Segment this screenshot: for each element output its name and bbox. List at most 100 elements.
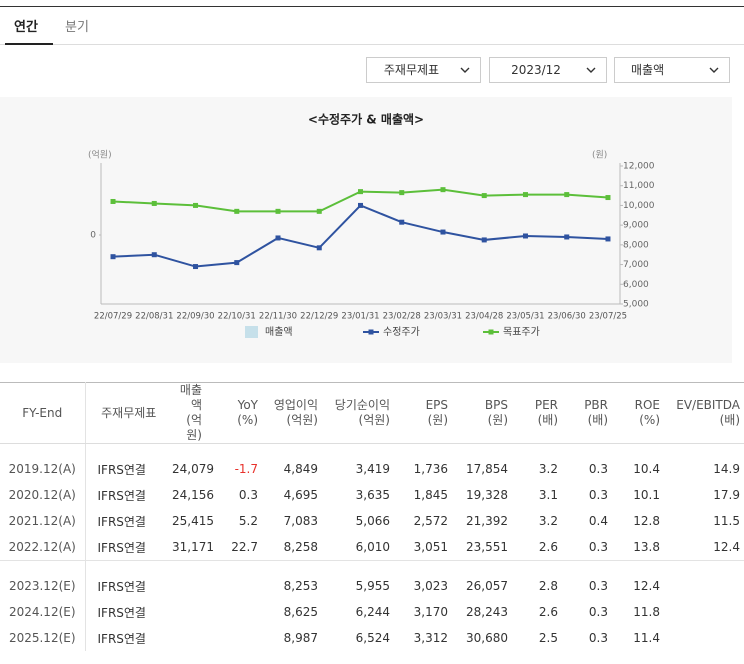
header-row: FY-End 주재무제표 매출액 (억원) YoY (%) 영업이익 (억원) 당기순이익 (억원… [0,382,744,444]
table-cell: 3,023 [394,560,452,599]
cell-text: 8,625 [283,605,318,619]
table-cell: 3.1 [512,482,562,508]
tab[interactable]: 연간 [14,20,38,35]
cell-text: 17,854 [466,462,508,476]
cell-text: 2019.12(A) [8,462,76,476]
table-row: 2021.12(A) IFRS연결 25,415 5.2 7,083 5,066 2,572… [0,508,744,534]
dropdown[interactable]: 매출액 [614,57,730,83]
cell-text: 6,524 [355,631,390,645]
table-cell [664,560,744,599]
table-row: 2024.12(E) IFRS연결 8,625 6,244 3,170 28,243 2.6… [0,599,744,625]
table-cell: 3,419 [322,444,394,483]
x-tick-label: 22/09/30 [176,312,214,322]
header-cell: PER (배) [512,382,562,444]
chart-panel: <수정주가 & 매출액> (억원) (원) 0 12,000 11,000 10,00… [0,97,732,363]
cell-text: 13.8 [633,540,660,554]
header-cell: 당기순이익 (억원) [322,382,394,444]
series-point [440,229,446,235]
table-cell: 2.8 [512,560,562,599]
tab[interactable]: 분기 [65,20,89,35]
x-tick-label: 22/07/29 [94,312,132,322]
dropdown[interactable]: 2023/12 [489,57,607,83]
series-line [112,204,609,268]
legend-label: 목표주가 [503,326,540,338]
table-cell: 0.3 [562,625,612,651]
cell-text: 5.2 [238,514,258,528]
table-cell: 2.6 [512,534,562,561]
cell-text: 3,170 [413,605,448,619]
tab-underline [5,43,53,45]
cell-text: 22.7 [231,540,258,554]
cell-text: 31,171 [172,540,214,554]
cell-text: 30,680 [466,631,508,645]
series-point [481,237,487,243]
table-cell: 19,328 [452,482,512,508]
table-cell [206,560,262,599]
y2-tick-label: 5,000 [623,300,649,310]
cell-text: 0.4 [588,514,608,528]
y2-tick-label: 8,000 [623,240,649,250]
cell-text: 12.4 [713,540,740,554]
top-border [0,6,744,7]
table-cell: IFRS연결 [85,599,172,625]
table-cell: 4,695 [262,482,322,508]
legend-marker [488,329,494,335]
table-cell: 5.2 [206,508,262,534]
table-row: 2022.12(A) IFRS연결 31,171 22.7 8,258 6,010 3,05… [0,534,744,561]
x-tick-label: 23/02/28 [383,312,421,322]
table-cell: 12.4 [664,534,744,561]
y-tick-label: 0 [90,231,96,241]
header-name: ROE [634,398,660,412]
header-cell: 주재무제표 [85,382,172,444]
caret [709,67,719,73]
table-cell: IFRS연결 [85,534,172,561]
table-cell: 2.6 [512,599,562,625]
table-cell: 0.3 [562,482,612,508]
cell-text: 26,057 [466,579,508,593]
table-cell: 3.2 [512,508,562,534]
table-cell: 0.3 [206,482,262,508]
cell-text: IFRS연결 [97,579,146,594]
table-cell: IFRS연결 [85,625,172,651]
cell-text: 4,695 [283,488,318,502]
header-unit: (%) [639,413,660,427]
cell-text: 0.3 [588,488,608,502]
table-cell: 30,680 [452,625,512,651]
cell-text: IFRS연결 [97,488,146,503]
cell-text: 0.3 [588,540,608,554]
tab-divider [0,44,744,45]
table-cell: 1,845 [394,482,452,508]
table-cell: IFRS연결 [85,508,172,534]
header-name: PBR [584,398,608,412]
header-cell: FY-End [0,382,86,444]
y2-tick-label: 11,000 [623,181,655,191]
y2-tick-label: 6,000 [623,280,649,290]
series-point [564,192,570,198]
cell-text: 2.6 [538,605,558,619]
cell-text: IFRS연결 [97,631,146,646]
header-cell: 영업이익 (억원) [262,382,322,444]
table-cell [206,625,262,651]
table-cell: 21,392 [452,508,512,534]
x-tick-label: 23/07/25 [589,312,627,322]
cell-text: IFRS연결 [97,514,146,529]
header-name: 영업이익 [273,398,318,412]
series-point [275,208,281,214]
cell-text: 8,258 [283,540,318,554]
cell-text: 17.9 [713,488,740,502]
dropdown[interactable]: 주재무제표 [366,57,481,83]
table-cell: 17,854 [452,444,512,483]
series-point [522,192,528,198]
table-cell: 8,625 [262,599,322,625]
table-cell: 12.8 [612,508,664,534]
table-cell: 11.4 [612,625,664,651]
cell-text: 3,051 [413,540,448,554]
header-name: YoY [237,398,258,412]
series-point [234,260,240,266]
table-row: 2023.12(E) IFRS연결 8,253 5,955 3,023 26,057 2.8… [0,560,744,599]
series-point [110,198,116,204]
legend-swatch [245,326,258,338]
table-cell: -1.7 [206,444,262,483]
cell-text: 3.1 [538,488,558,502]
table-cell: 8,258 [262,534,322,561]
